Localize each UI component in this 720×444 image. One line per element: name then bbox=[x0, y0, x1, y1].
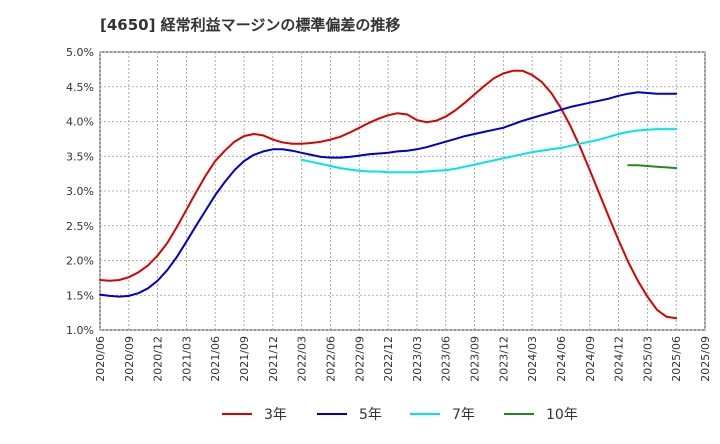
x-tick-label: 2021/09 bbox=[238, 336, 251, 382]
x-tick-label: 2023/09 bbox=[469, 336, 482, 382]
x-tick-label: 2021/06 bbox=[209, 336, 222, 382]
x-axis-ticks: 2020/06 2020/09 2020/12 2021/03 2021/06 2021/… bbox=[94, 336, 712, 382]
x-tick-label: 2024/03 bbox=[526, 336, 539, 382]
x-tick-label: 2022/06 bbox=[324, 336, 337, 382]
series-line-7年 bbox=[300, 128, 678, 174]
x-tick-label: 2023/06 bbox=[440, 336, 453, 382]
y-tick-label: 1.5% bbox=[66, 289, 94, 302]
x-tick-label: 2021/03 bbox=[180, 336, 193, 382]
x-tick-label: 2022/09 bbox=[353, 336, 366, 382]
x-tick-label: 2021/12 bbox=[267, 336, 280, 382]
x-tick-label: 2024/06 bbox=[555, 336, 568, 382]
x-tick-label: 2022/12 bbox=[382, 336, 395, 382]
y-tick-label: 4.5% bbox=[66, 81, 94, 94]
y-tick-label: 3.5% bbox=[66, 150, 94, 163]
x-tick-label: 2024/12 bbox=[613, 336, 626, 382]
series-lines bbox=[99, 69, 678, 320]
x-tick-label: 2020/09 bbox=[123, 336, 136, 382]
x-tick-label: 2020/06 bbox=[94, 336, 107, 382]
y-tick-label: 2.5% bbox=[66, 220, 94, 233]
series-line-5年 bbox=[99, 91, 678, 298]
x-tick-label: 2024/09 bbox=[584, 336, 597, 382]
series-line-3年 bbox=[99, 69, 678, 320]
y-axis-ticks: 1.0% 1.5% 2.0% 2.5% 3.0% 3.5% 4.0% 4.5% 5.0% bbox=[66, 46, 94, 337]
x-tick-label: 2025/06 bbox=[670, 336, 683, 382]
y-tick-label: 2.0% bbox=[66, 255, 94, 268]
series-line-10年 bbox=[627, 164, 678, 170]
y-tick-label: 1.0% bbox=[66, 324, 94, 337]
x-tick-label: 2025/09 bbox=[699, 336, 712, 382]
legend-label: 5年 bbox=[359, 407, 382, 423]
plot-area bbox=[99, 51, 706, 331]
legend-label: 10年 bbox=[546, 407, 578, 423]
grid-lines bbox=[99, 51, 706, 331]
y-tick-label: 5.0% bbox=[66, 46, 94, 59]
x-tick-label: 2023/12 bbox=[497, 336, 510, 382]
legend-label: 7年 bbox=[452, 407, 475, 423]
legend: 3年 5年 7年 10年 bbox=[222, 407, 578, 423]
x-tick-label: 2022/03 bbox=[296, 336, 309, 382]
x-tick-label: 2020/12 bbox=[152, 336, 165, 382]
chart-title: [4650] 経常利益マージンの標準偏差の推移 bbox=[100, 16, 400, 34]
x-tick-label: 2025/03 bbox=[641, 336, 654, 382]
x-tick-label: 2023/03 bbox=[411, 336, 424, 382]
y-tick-label: 4.0% bbox=[66, 116, 94, 129]
y-tick-label: 3.0% bbox=[66, 185, 94, 198]
legend-label: 3年 bbox=[264, 407, 287, 423]
